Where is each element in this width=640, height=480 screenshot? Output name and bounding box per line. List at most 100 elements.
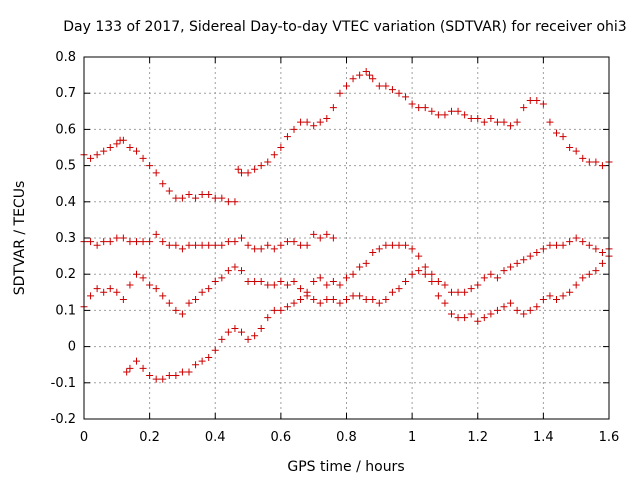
- data-point: [566, 144, 574, 151]
- data-point: [493, 306, 501, 314]
- data-point: [297, 285, 305, 293]
- data-point: [546, 118, 554, 126]
- y-tick-label: 0.3: [55, 231, 76, 246]
- data-point: [343, 296, 350, 304]
- data-point: [598, 248, 606, 256]
- data-point: [270, 306, 278, 314]
- data-point: [579, 274, 587, 282]
- data-point: [218, 274, 226, 282]
- data-point: [87, 154, 95, 162]
- data-point: [520, 256, 528, 264]
- data-point: [507, 122, 515, 130]
- data-point: [480, 314, 488, 322]
- data-point: [139, 238, 147, 246]
- y-tick-label: 0.8: [55, 50, 76, 65]
- y-tick-label: 0: [68, 340, 76, 355]
- x-tick-label: 0.6: [271, 430, 292, 445]
- data-point: [205, 191, 213, 199]
- data-point: [178, 245, 186, 253]
- data-point: [172, 372, 180, 380]
- data-point: [323, 296, 331, 304]
- data-point: [159, 180, 167, 188]
- data-point: [388, 241, 396, 249]
- data-point: [566, 288, 574, 296]
- data-point: [493, 274, 501, 282]
- data-point: [500, 267, 508, 275]
- data-point: [126, 364, 134, 372]
- data-point: [87, 238, 95, 246]
- x-tick-labels: 0 0.2 0.4 0.6 0.8 1 1.2 1.4 1.6: [80, 430, 619, 445]
- data-point: [93, 151, 101, 159]
- series-track-4: [123, 252, 613, 383]
- data-point: [231, 198, 239, 206]
- data-point: [441, 281, 449, 289]
- data-point: [205, 241, 213, 249]
- data-point: [454, 314, 462, 322]
- data-point: [441, 111, 449, 119]
- data-point: [434, 111, 442, 119]
- data-point: [369, 75, 377, 83]
- data-point: [395, 285, 403, 293]
- data-point: [113, 140, 121, 148]
- data-point: [211, 194, 219, 202]
- data-point: [369, 296, 377, 304]
- data-point: [192, 241, 200, 249]
- data-point: [480, 118, 488, 126]
- data-point: [362, 296, 370, 304]
- data-point: [198, 357, 206, 365]
- data-point: [520, 104, 528, 112]
- data-point: [126, 238, 134, 246]
- y-tick-label: 0.5: [55, 159, 76, 174]
- data-point: [283, 133, 291, 141]
- data-point: [87, 292, 95, 300]
- data-point: [402, 241, 410, 249]
- data-point: [251, 332, 259, 340]
- data-point: [520, 310, 528, 318]
- chart-title: Day 133 of 2017, Sidereal Day-to-day VTE…: [63, 19, 626, 35]
- data-point: [474, 115, 482, 123]
- data-point: [474, 281, 482, 289]
- data-point: [539, 245, 547, 253]
- data-point: [270, 151, 278, 159]
- data-point: [349, 292, 357, 300]
- data-point: [356, 292, 364, 300]
- data-point: [428, 107, 436, 115]
- data-point: [572, 147, 580, 155]
- data-point: [408, 100, 416, 108]
- data-point: [218, 335, 226, 343]
- data-point: [238, 234, 245, 242]
- data-point: [264, 281, 272, 289]
- data-point: [310, 230, 318, 238]
- data-point: [270, 281, 278, 289]
- grid-lines: [83, 56, 610, 420]
- data-point: [231, 263, 239, 271]
- data-point: [152, 169, 160, 177]
- data-point: [310, 277, 318, 285]
- data-point: [329, 234, 337, 242]
- data-point: [415, 267, 423, 275]
- data-point: [428, 270, 436, 278]
- data-point: [126, 281, 134, 289]
- y-tick-label: 0.7: [55, 86, 76, 101]
- data-point: [572, 281, 580, 289]
- data-point: [277, 277, 285, 285]
- data-point: [329, 296, 337, 304]
- data-point: [448, 288, 455, 296]
- data-point: [395, 89, 403, 97]
- data-point: [146, 238, 154, 246]
- data-point: [165, 299, 173, 307]
- data-point: [133, 357, 140, 365]
- x-axis-label: GPS time / hours: [287, 459, 404, 475]
- data-point: [198, 288, 206, 296]
- data-point: [297, 118, 305, 126]
- data-point: [323, 281, 331, 289]
- y-tick-label: -0.2: [51, 412, 76, 427]
- data-point: [146, 281, 154, 289]
- x-tick-label: 0.2: [139, 430, 160, 445]
- data-point: [224, 267, 232, 275]
- data-point: [146, 372, 154, 380]
- data-point: [336, 299, 344, 307]
- data-point: [244, 169, 252, 177]
- data-point: [297, 241, 305, 249]
- data-point: [113, 288, 121, 296]
